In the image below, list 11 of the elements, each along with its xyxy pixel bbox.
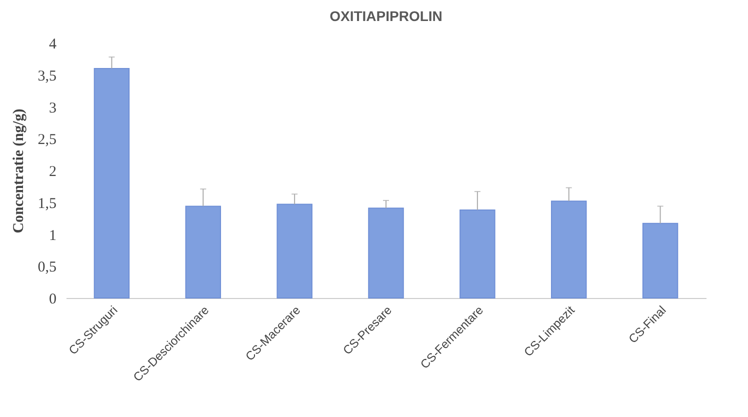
y-tick-label: 1 [49,228,56,244]
y-tick-label: 4 [49,36,57,52]
y-tick-label: 0,5 [38,260,56,276]
y-tick-label: 0 [49,292,56,308]
y-tick-label: 3,5 [38,68,56,84]
y-tick-label: 2 [49,164,56,180]
y-axis-title: Concentratie (ng/g) [10,108,27,234]
y-tick-label: 3 [49,100,56,116]
chart-title: OXITIAPIPROLIN [330,8,442,24]
y-tick-label: 1,5 [38,196,56,212]
y-tick-label: 2,5 [38,132,56,148]
